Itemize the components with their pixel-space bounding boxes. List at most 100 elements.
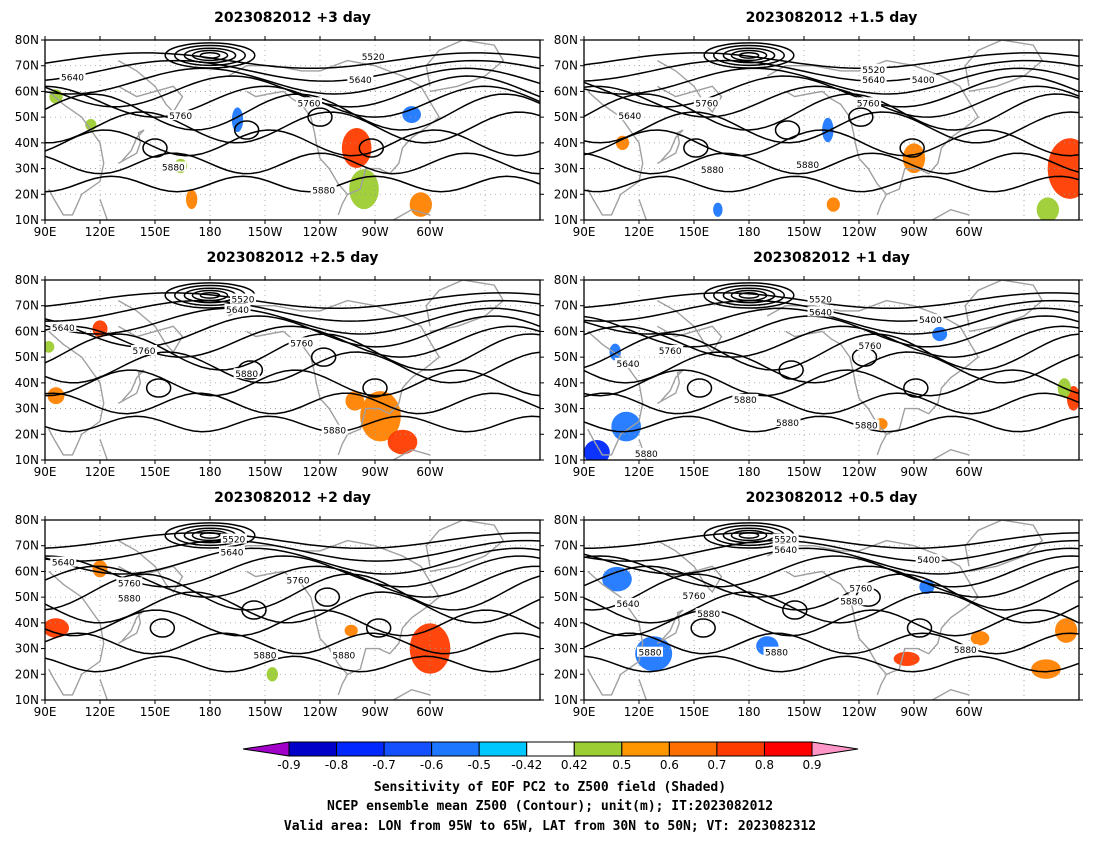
- height-contour: [584, 392, 1079, 415]
- y-tick-label: 70N: [554, 59, 578, 73]
- contour-label-bg: [695, 608, 722, 619]
- contour-label-bg: [794, 159, 821, 169]
- x-tick-label: 150W: [787, 465, 822, 479]
- x-tick-label: 180: [738, 465, 761, 479]
- x-tick-label: 120E: [624, 705, 655, 719]
- coastline: [227, 539, 441, 696]
- y-tick-label: 30N: [554, 642, 578, 656]
- contour-label: 5760: [287, 577, 310, 587]
- closed-contour: [199, 291, 221, 299]
- contour-label: 5640: [862, 76, 885, 86]
- map-background: [45, 520, 540, 700]
- closed-contour: [782, 600, 808, 620]
- contour-label: 5880: [765, 649, 788, 659]
- sensitivity-shading: [186, 189, 198, 210]
- y-tick-label: 40N: [554, 136, 578, 150]
- colorbar-label: 0.7: [707, 758, 726, 772]
- contour-label: 5640: [61, 74, 84, 84]
- y-tick-label: 30N: [15, 402, 39, 416]
- y-tick-label: 10N: [554, 213, 578, 227]
- colorbar-box: [621, 741, 670, 757]
- x-tick-label: 120W: [842, 465, 877, 479]
- coastline: [425, 280, 505, 333]
- contour-label: 5760: [118, 579, 141, 589]
- closed-contour: [145, 378, 172, 398]
- x-tick-label: 150E: [679, 705, 710, 719]
- coastline: [766, 299, 980, 456]
- closed-contour: [730, 49, 768, 62]
- sensitivity-shading: [893, 651, 920, 666]
- contour-label-bg: [615, 357, 641, 368]
- contour-label: 5880: [701, 166, 724, 176]
- closed-contour: [142, 138, 168, 158]
- sensitivity-shading: [266, 667, 279, 682]
- contour-label-bg: [50, 556, 77, 567]
- y-tick-label: 10N: [554, 693, 578, 707]
- y-tick-label: 30N: [15, 642, 39, 656]
- sensitivity-shading: [341, 128, 372, 168]
- closed-contour: [233, 120, 260, 140]
- height-contour: [45, 547, 540, 575]
- contour-label-bg: [50, 321, 77, 332]
- y-tick-label: 40N: [15, 376, 39, 390]
- contour-label-bg: [838, 595, 865, 606]
- contour-label-bg: [131, 345, 157, 355]
- x-tick-label: 150E: [140, 705, 171, 719]
- contour-label: 5760: [298, 99, 321, 109]
- height-contour: [45, 573, 540, 611]
- height-contour: [584, 655, 1079, 673]
- colorbar-label: -0.7: [372, 758, 395, 772]
- map-panel: 5520 5640 5400 5640 5760 5760 5880 5880 5880 5880…: [554, 250, 1083, 479]
- sensitivity-shading: [1055, 618, 1078, 643]
- x-tick-label: 90E: [573, 465, 596, 479]
- y-tick-label: 70N: [554, 539, 578, 553]
- x-tick-label: 90W: [900, 465, 927, 479]
- colorbar-box: [526, 741, 575, 757]
- closed-contour: [738, 291, 760, 299]
- height-contour: [584, 532, 1079, 550]
- coastline: [766, 59, 980, 216]
- coastline: [392, 688, 431, 700]
- height-contour: [45, 75, 540, 108]
- height-contour: [45, 93, 540, 131]
- colorbar-box: [716, 741, 765, 757]
- x-tick-label: 60W: [955, 225, 982, 239]
- caption-line-1: Sensitivity of EOF PC2 to Z500 field (Sh…: [374, 780, 726, 795]
- caption-line-3: Valid area: LON from 95W to 65W, LAT fro…: [284, 819, 816, 834]
- contour-label-bg: [285, 574, 311, 585]
- colorbar-label: 0.5: [612, 758, 631, 772]
- map-content: 5520 5640 5400 5640 5760 5760 5880 5880 5880 5880: [584, 280, 1079, 460]
- x-tick-label: 60W: [955, 465, 982, 479]
- x-tick-label: 120W: [842, 705, 877, 719]
- sensitivity-shading: [970, 631, 990, 646]
- colorbar-box: [763, 741, 813, 757]
- y-tick-label: 50N: [554, 110, 578, 124]
- colorbar-box: [668, 741, 718, 757]
- x-tick-label: 180: [738, 705, 761, 719]
- x-tick-label: 90W: [900, 225, 927, 239]
- contour-label: 5880: [855, 422, 878, 432]
- x-tick-label: 150W: [248, 465, 283, 479]
- contour-label: 5880: [332, 651, 355, 661]
- contour-label: 5640: [617, 600, 640, 610]
- height-contour: [584, 565, 1079, 598]
- contour-label-bg: [220, 533, 247, 544]
- contour-label-bg: [615, 597, 641, 608]
- y-tick-label: 10N: [15, 453, 39, 467]
- y-tick-label: 70N: [15, 539, 39, 553]
- height-contour: [45, 655, 540, 673]
- contour-label: 5880: [734, 396, 757, 406]
- contour-label-bg: [347, 74, 374, 85]
- contour-label: 5760: [133, 347, 156, 357]
- contour-label-bg: [807, 293, 834, 304]
- height-contour: [584, 292, 1079, 310]
- closed-contour: [906, 618, 933, 638]
- contour-label-bg: [288, 337, 315, 348]
- closed-contour: [778, 360, 804, 380]
- x-tick-label: 150W: [787, 705, 822, 719]
- closed-contour: [164, 42, 256, 69]
- y-tick-label: 60N: [15, 84, 39, 98]
- contour-label: 5640: [221, 548, 244, 558]
- contour-label: 5520: [809, 296, 832, 306]
